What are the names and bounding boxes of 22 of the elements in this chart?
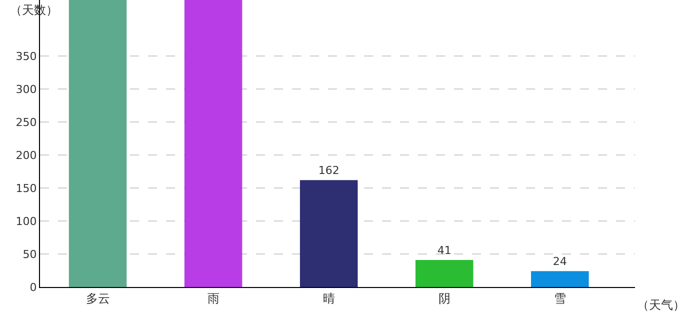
bar [531, 271, 589, 287]
x-tick-label: 雨 [207, 291, 220, 306]
y-tick-label: 100 [16, 214, 37, 228]
y-tick-label: 150 [16, 182, 37, 195]
data-label: 24 [552, 255, 567, 268]
y-tick-label: 50 [22, 248, 37, 261]
x-tick-label: 雪 [554, 291, 566, 306]
x-tick-label: 多云 [86, 291, 110, 306]
bar [300, 180, 358, 287]
y-tick-label: 250 [16, 116, 37, 129]
x-tick-label: 晴 [322, 291, 335, 306]
y-tick-label: 200 [16, 148, 37, 162]
x-axis-title: （天气） [637, 298, 680, 312]
x-tick-label: 阴 [438, 291, 450, 306]
data-label: 41 [437, 244, 452, 257]
bar [415, 260, 474, 287]
y-tick-label: 350 [16, 50, 37, 63]
y-tick-label: 300 [16, 82, 37, 96]
y-tick-label: 0 [30, 280, 37, 294]
bar [184, 0, 242, 287]
bar [68, 0, 127, 287]
data-label: 162 [318, 164, 340, 178]
